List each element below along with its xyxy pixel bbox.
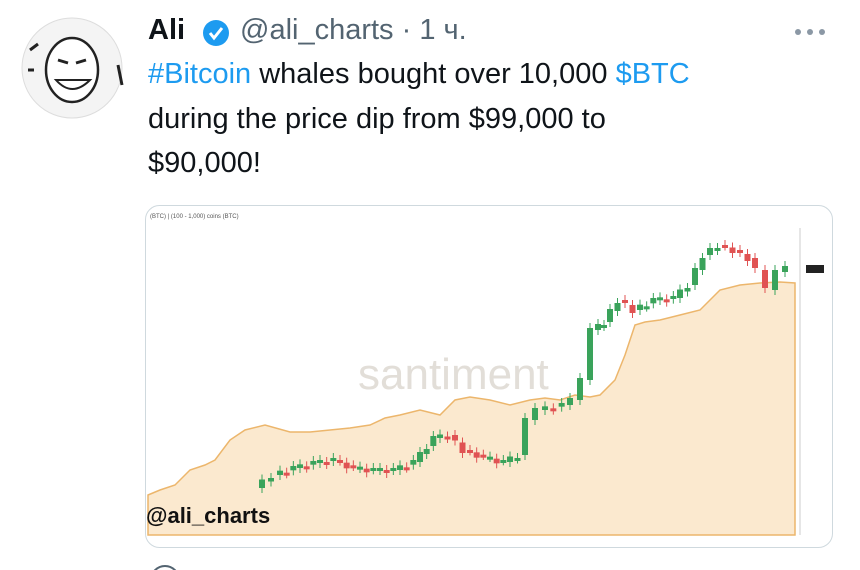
candle <box>459 442 466 453</box>
candle <box>343 462 350 469</box>
candle <box>493 458 500 464</box>
candle <box>684 288 691 292</box>
candle <box>577 378 583 400</box>
avatar-lines <box>28 42 124 86</box>
candle <box>377 468 383 471</box>
candle <box>370 468 377 471</box>
candle <box>550 408 557 412</box>
candle <box>452 435 458 441</box>
candle <box>283 472 290 476</box>
candle <box>473 452 480 458</box>
candle <box>782 266 788 272</box>
chart-image <box>147 228 824 536</box>
candle <box>390 468 397 471</box>
legend-item: (BTC) <box>150 214 166 220</box>
hashtag[interactable]: #Bitcoin <box>148 58 252 90</box>
candle <box>403 467 410 471</box>
candle <box>567 398 573 405</box>
candle <box>330 458 337 461</box>
candle <box>637 304 643 310</box>
candle <box>643 306 650 310</box>
candle <box>323 462 330 465</box>
candle <box>663 299 670 303</box>
candle <box>487 456 493 460</box>
reply-icon[interactable] <box>151 565 179 570</box>
candle <box>607 309 613 322</box>
verified-badge <box>203 20 229 46</box>
avatar-eyes <box>57 58 87 65</box>
candle <box>542 406 548 410</box>
candle <box>614 303 621 311</box>
image-credit: @ali_charts <box>146 503 271 528</box>
avatar-face <box>44 36 100 104</box>
candle <box>532 408 538 420</box>
candle <box>310 461 317 465</box>
candle <box>752 258 758 268</box>
handle-time: @ali_charts · 1 ч. <box>240 14 467 47</box>
tweet-line: #Bitcoin whales bought over 10,000 $BTC <box>148 58 690 91</box>
candle <box>657 297 663 301</box>
candle <box>383 470 390 473</box>
price-tag <box>806 265 824 273</box>
candle <box>722 245 728 248</box>
candle <box>363 468 370 473</box>
candle <box>437 434 443 438</box>
candle <box>744 254 751 261</box>
tweet-text: during the price dip from $99,000 to <box>148 103 606 135</box>
candle <box>317 460 323 463</box>
candle <box>522 418 528 455</box>
candle <box>670 296 677 299</box>
candle <box>737 250 743 253</box>
legend-item: (100 - 1,000) coins (BTC) <box>170 214 239 220</box>
candle <box>259 479 265 488</box>
candle <box>622 300 628 303</box>
candle <box>650 298 657 304</box>
candle <box>772 270 778 290</box>
holdings-area <box>147 281 796 536</box>
watermark: santiment <box>358 350 549 399</box>
candle <box>507 456 513 462</box>
candle <box>417 452 423 462</box>
cashtag[interactable]: $BTC <box>615 58 690 90</box>
candle <box>430 436 437 446</box>
candle <box>357 466 363 470</box>
candle <box>290 466 297 471</box>
candle <box>337 460 343 463</box>
candle <box>714 248 721 251</box>
candle <box>480 454 487 458</box>
candle <box>595 324 601 330</box>
tweet-text: $90,000! <box>148 147 261 179</box>
candle <box>467 450 473 453</box>
candle <box>587 328 593 380</box>
display-name[interactable]: Ali <box>148 14 186 46</box>
legend: (BTC) | (100 - 1,000) coins (BTC) <box>150 214 239 220</box>
candle <box>297 464 303 468</box>
candle <box>692 268 698 285</box>
timestamp[interactable]: · 1 ч. <box>401 14 467 46</box>
candle <box>444 436 451 440</box>
candle <box>303 466 310 470</box>
candle <box>699 258 706 270</box>
candle <box>500 460 507 463</box>
candle <box>350 465 357 469</box>
candle <box>397 465 403 470</box>
candle <box>423 449 430 454</box>
candle <box>707 248 713 255</box>
candle <box>677 289 683 298</box>
candle <box>558 403 565 407</box>
candle <box>729 247 736 253</box>
tweet-text: whales bought over 10,000 <box>259 58 608 90</box>
candle <box>514 458 521 461</box>
handle[interactable]: @ali_charts <box>240 14 394 46</box>
avatar-smile <box>53 79 93 90</box>
candle <box>268 478 274 482</box>
candle <box>601 325 607 328</box>
candle <box>762 270 768 288</box>
candle <box>277 470 283 475</box>
more-button[interactable] <box>795 29 825 35</box>
candle <box>629 305 636 313</box>
candle <box>410 460 417 465</box>
